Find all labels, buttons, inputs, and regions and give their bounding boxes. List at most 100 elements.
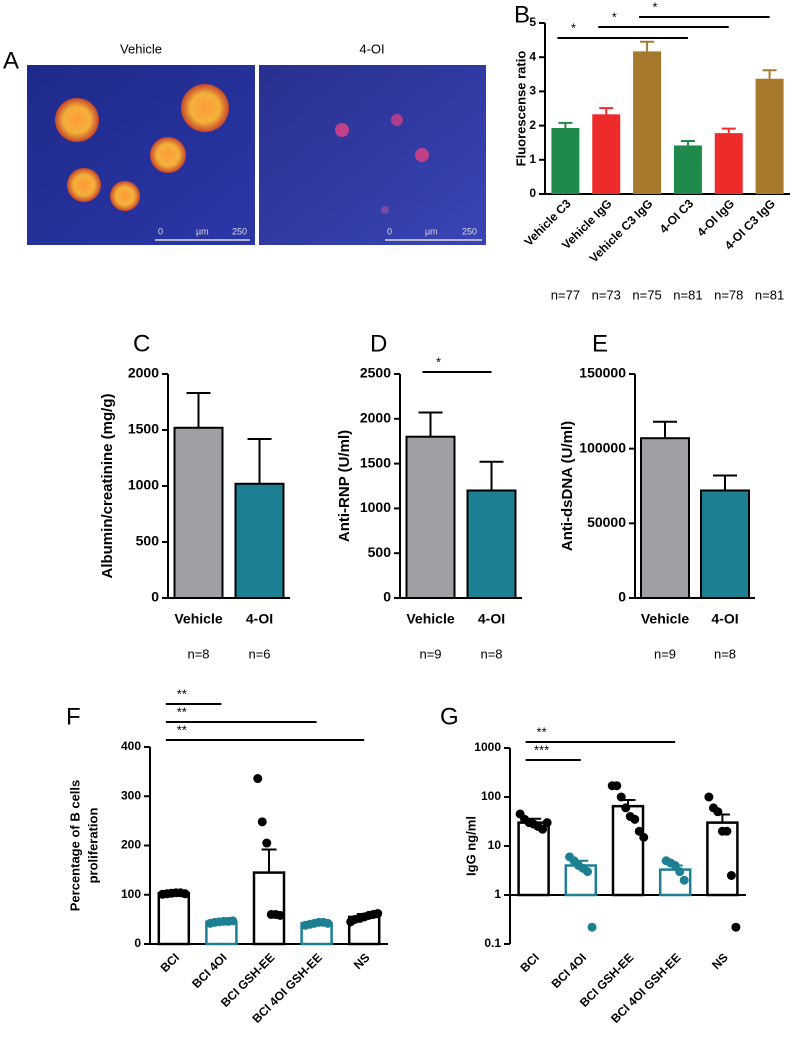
image-vehicle [27, 65, 255, 245]
panel-letter: E [592, 330, 608, 357]
y-axis-label: IgG ng/ml [463, 816, 478, 876]
x-tick-label: Vehicle [641, 611, 689, 627]
y-axis-label: proliferation [85, 808, 100, 884]
data-point [228, 916, 238, 926]
n-label: n=75 [632, 287, 661, 302]
data-point [253, 774, 263, 784]
error-bar [418, 411, 443, 437]
n-label: n=81 [755, 287, 784, 302]
y-axis-label: Albumin/creatinine (mg/g) [99, 393, 116, 578]
y-tick-label: 0 [618, 589, 626, 605]
y-tick-label: 2 [529, 118, 536, 132]
x-tick-label: 4-OI [711, 611, 738, 627]
y-tick-label: 1000 [128, 477, 159, 493]
bar [405, 435, 456, 599]
data-point [542, 818, 552, 828]
y-tick-label: 400 [121, 739, 141, 753]
panel-letter: C [133, 330, 150, 357]
scale-label: µm [425, 226, 438, 236]
y-tick-label: 2500 [360, 365, 391, 381]
bar [755, 78, 784, 194]
bar [640, 437, 690, 600]
y-tick-label: 1500 [360, 454, 391, 470]
error-bar [186, 392, 211, 428]
y-axis-label: Anti-dsDNA (U/ml) [559, 421, 576, 551]
bar [658, 868, 692, 897]
data-point [612, 781, 622, 791]
y-axis-label: Anti-RNP (U/ml) [336, 430, 353, 542]
n-label: n=8 [480, 646, 502, 661]
scale-label: 0 [387, 226, 392, 236]
scale-label: 0 [158, 226, 163, 236]
scale-label: µm [196, 226, 209, 236]
bar [252, 871, 286, 946]
n-label: n=77 [551, 287, 580, 302]
bar [673, 145, 702, 194]
panel-letter: B [514, 1, 530, 28]
y-axis-label: Percentage of B cells [67, 780, 82, 912]
significance-label: ** [177, 722, 187, 737]
error-bar [599, 107, 614, 115]
data-point [621, 803, 631, 813]
x-tick-label: 4-OI [246, 611, 273, 627]
n-label: n=8 [714, 646, 736, 661]
data-point [722, 826, 732, 836]
data-point [262, 838, 272, 848]
y-tick-label: 0 [134, 936, 141, 950]
y-tick-label: 3 [529, 84, 536, 98]
error-bar [680, 139, 695, 146]
y-tick-label: 500 [136, 533, 160, 549]
y-tick-label: 1000 [474, 740, 501, 754]
data-point [323, 918, 333, 928]
x-tick-label: 4-OI [478, 611, 505, 627]
data-point [616, 792, 626, 802]
significance-label: * [571, 20, 576, 35]
y-tick-label: 150000 [579, 365, 626, 381]
x-tick-label: 4-OI C3 [657, 196, 697, 236]
error-bar [762, 69, 777, 79]
y-tick-label: 0 [529, 186, 536, 200]
data-point [630, 814, 640, 824]
data-point [180, 889, 190, 899]
y-tick-label: 10 [488, 838, 502, 852]
n-label: n=9 [654, 646, 676, 661]
image-label: Vehicle [120, 41, 162, 56]
data-point [679, 875, 689, 885]
panel-letter: D [370, 330, 387, 357]
significance-label: ** [537, 724, 547, 739]
y-tick-label: 0 [383, 589, 391, 605]
scale-label: 250 [232, 226, 247, 236]
y-tick-label: 2000 [128, 365, 159, 381]
data-point [373, 908, 383, 918]
data-point [726, 871, 736, 881]
x-tick-label: BCI 4OI [549, 950, 590, 991]
y-tick-label: 5 [529, 15, 536, 29]
x-tick-label: NS [351, 950, 373, 972]
data-point [704, 792, 714, 802]
y-tick-label: 1 [494, 887, 501, 901]
significance-label: ** [177, 704, 187, 719]
y-tick-label: 100 [121, 887, 141, 901]
y-tick-label: 1 [529, 152, 536, 166]
bar [517, 821, 550, 897]
x-tick-label: Vehicle [174, 611, 222, 627]
y-tick-label: 500 [368, 544, 392, 560]
bar [466, 489, 517, 600]
y-tick-label: 1000 [360, 499, 391, 515]
image-4oi [259, 65, 486, 245]
panel-letter: A [3, 47, 19, 74]
y-tick-label: 4 [529, 49, 536, 63]
panel-letter: G [440, 703, 459, 730]
error-bar [721, 127, 736, 134]
x-tick-label: BCI 4OI [189, 950, 230, 991]
y-axis-label: Fluorescense ratio [513, 51, 528, 167]
significance-label: * [612, 9, 617, 24]
bar [234, 482, 285, 600]
significance-label: ** [177, 686, 187, 701]
x-tick-label: BCI [517, 950, 542, 975]
data-point [275, 910, 285, 920]
panel-letter: F [66, 703, 81, 730]
data-point [587, 922, 597, 932]
